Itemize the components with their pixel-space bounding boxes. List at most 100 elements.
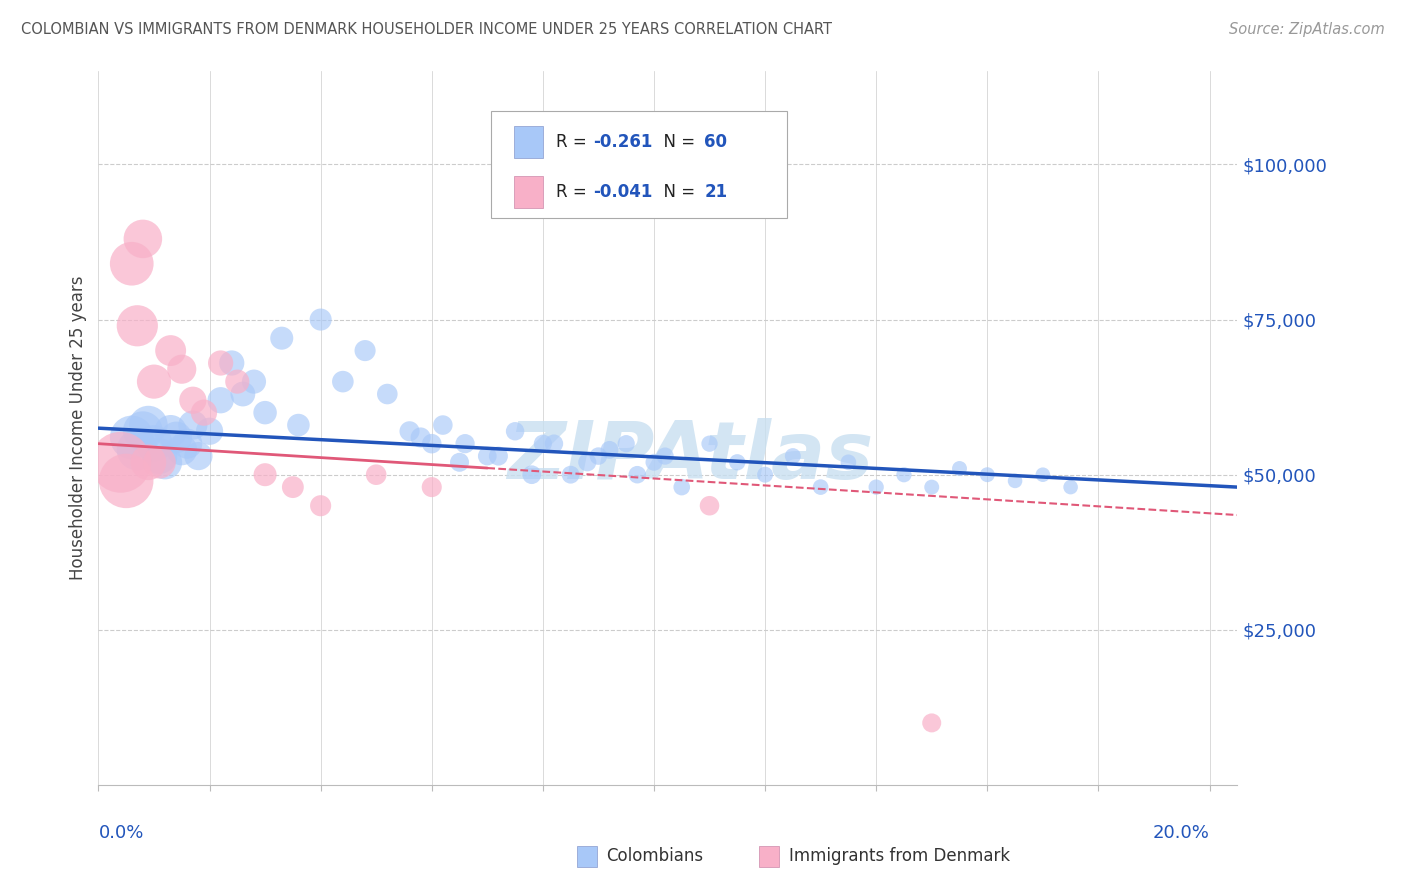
Point: [232, 387, 254, 401]
Point: [420, 480, 443, 494]
Point: [614, 436, 637, 450]
Point: [209, 356, 232, 370]
Point: [170, 442, 193, 457]
Point: [810, 480, 832, 494]
Point: [409, 430, 432, 444]
Point: [626, 467, 648, 482]
Point: [948, 461, 970, 475]
Point: [1004, 474, 1026, 488]
Point: [531, 436, 554, 450]
Point: [671, 480, 693, 494]
Point: [486, 449, 509, 463]
Point: [148, 449, 170, 463]
Point: [921, 480, 943, 494]
Point: [588, 449, 610, 463]
Point: [159, 424, 181, 438]
Point: [503, 424, 526, 438]
FancyBboxPatch shape: [759, 846, 779, 867]
Point: [226, 375, 249, 389]
Point: [181, 393, 204, 408]
Point: [170, 362, 193, 376]
Point: [198, 424, 221, 438]
Point: [699, 436, 721, 450]
FancyBboxPatch shape: [576, 846, 598, 867]
Point: [187, 449, 209, 463]
Point: [520, 467, 543, 482]
Point: [725, 455, 748, 469]
Point: [332, 375, 354, 389]
Point: [138, 455, 160, 469]
FancyBboxPatch shape: [491, 111, 787, 218]
Text: -0.041: -0.041: [593, 183, 652, 201]
FancyBboxPatch shape: [515, 176, 543, 208]
Text: R =: R =: [557, 183, 592, 201]
Point: [754, 467, 776, 482]
Point: [354, 343, 377, 358]
Point: [837, 455, 859, 469]
Point: [449, 455, 471, 469]
Point: [366, 467, 388, 482]
Text: COLOMBIAN VS IMMIGRANTS FROM DENMARK HOUSEHOLDER INCOME UNDER 25 YEARS CORRELATI: COLOMBIAN VS IMMIGRANTS FROM DENMARK HOU…: [21, 22, 832, 37]
Point: [654, 449, 676, 463]
Point: [254, 406, 277, 420]
Point: [576, 455, 599, 469]
Text: ZIPAtlas: ZIPAtlas: [508, 417, 873, 496]
Point: [243, 375, 266, 389]
Text: Colombians: Colombians: [606, 847, 703, 865]
FancyBboxPatch shape: [515, 126, 543, 158]
Point: [1032, 467, 1054, 482]
Point: [420, 436, 443, 450]
Point: [543, 436, 565, 450]
Point: [270, 331, 292, 345]
Point: [159, 343, 181, 358]
Text: 21: 21: [704, 183, 727, 201]
Text: N =: N =: [652, 133, 700, 151]
Point: [432, 418, 454, 433]
Point: [643, 455, 665, 469]
Point: [560, 467, 582, 482]
Point: [209, 393, 232, 408]
Point: [115, 474, 138, 488]
Point: [976, 467, 998, 482]
Text: 60: 60: [704, 133, 727, 151]
Point: [281, 480, 304, 494]
Point: [893, 467, 915, 482]
Text: Source: ZipAtlas.com: Source: ZipAtlas.com: [1229, 22, 1385, 37]
Point: [477, 449, 499, 463]
Point: [143, 436, 166, 450]
Point: [110, 455, 132, 469]
Y-axis label: Householder Income Under 25 years: Householder Income Under 25 years: [69, 276, 87, 581]
Point: [165, 430, 187, 444]
Point: [221, 356, 243, 370]
Point: [599, 442, 621, 457]
Point: [865, 480, 887, 494]
Text: 20.0%: 20.0%: [1153, 824, 1209, 842]
Point: [148, 455, 170, 469]
Point: [1059, 480, 1081, 494]
Point: [132, 424, 155, 438]
Point: [127, 318, 149, 333]
Point: [193, 406, 215, 420]
Point: [309, 312, 332, 326]
Point: [181, 418, 204, 433]
Point: [138, 418, 160, 433]
Point: [121, 257, 143, 271]
Point: [375, 387, 398, 401]
Point: [309, 499, 332, 513]
Text: Immigrants from Denmark: Immigrants from Denmark: [789, 847, 1010, 865]
Point: [121, 430, 143, 444]
Point: [921, 715, 943, 730]
Point: [176, 436, 198, 450]
Text: 0.0%: 0.0%: [98, 824, 143, 842]
Point: [454, 436, 477, 450]
Point: [398, 424, 420, 438]
Point: [153, 455, 176, 469]
Point: [287, 418, 309, 433]
Text: N =: N =: [652, 183, 700, 201]
Point: [699, 499, 721, 513]
Point: [127, 442, 149, 457]
Point: [143, 375, 166, 389]
Point: [254, 467, 277, 482]
Text: R =: R =: [557, 133, 592, 151]
Text: -0.261: -0.261: [593, 133, 652, 151]
